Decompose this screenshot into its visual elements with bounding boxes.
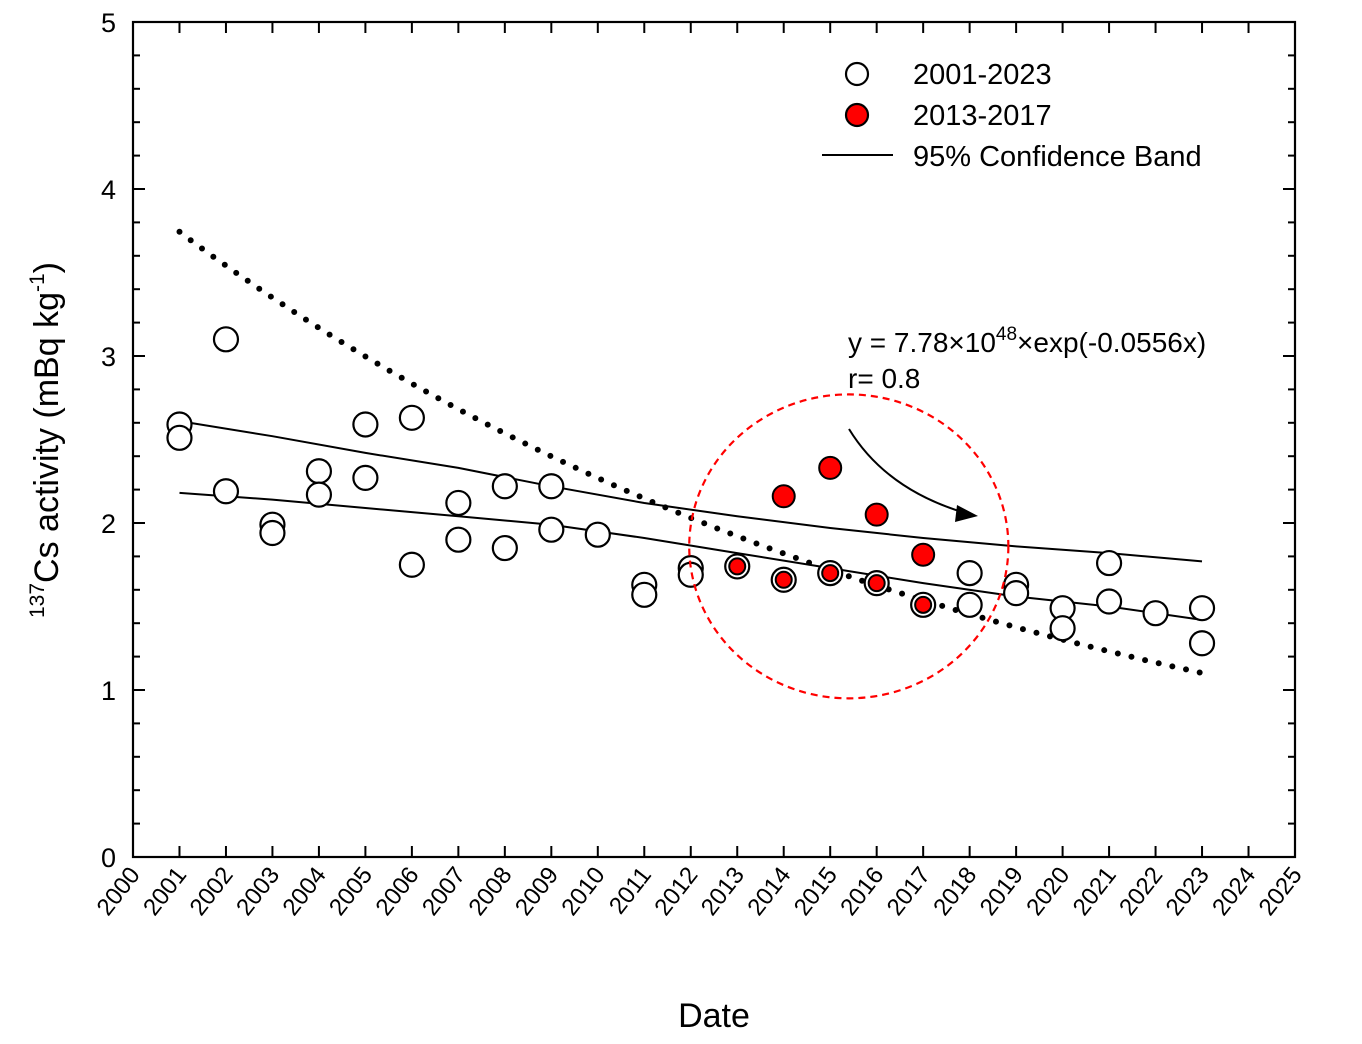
y-axis-title: 137Cs activity (mBq kg-1) [26, 262, 66, 618]
x-tick-label: 2012 [649, 862, 703, 921]
data-point-red [867, 574, 886, 593]
data-point-open [1188, 595, 1216, 622]
y-tick-label: 2 [101, 509, 116, 539]
confidence-band-line [179, 420, 1203, 563]
data-point-red [911, 542, 936, 567]
x-tick-label: 2015 [789, 862, 843, 921]
x-tick-label: 2013 [696, 862, 750, 921]
y-tick-label: 5 [101, 8, 116, 38]
data-point-red [864, 502, 889, 527]
data-point-open [1095, 588, 1123, 615]
r-value-annotation: r= 0.8 [848, 363, 920, 394]
x-tick-label: 2001 [138, 862, 192, 921]
x-tick-label: 2010 [556, 862, 610, 921]
axes [131, 20, 1297, 859]
fit-lines [176, 228, 1205, 676]
x-tick-label: 2020 [1021, 862, 1075, 921]
legend-red-circle-marker [844, 102, 870, 128]
x-tick-label: 2009 [510, 862, 564, 921]
data-point-open [166, 424, 193, 451]
x-tick-label: 2016 [835, 862, 889, 921]
confidence-band-line [179, 491, 1203, 621]
data-point-open [445, 489, 472, 517]
y-tick-label: 0 [101, 843, 116, 873]
data-point-open [491, 534, 518, 562]
data-point-red [821, 564, 840, 583]
data-point-open [1142, 600, 1169, 627]
data-point-red [771, 484, 796, 509]
data-point-open [445, 526, 472, 553]
data-point-open [1095, 549, 1123, 577]
y-tick-label: 1 [101, 676, 116, 706]
x-tick-label: 2021 [1068, 862, 1122, 921]
data-point-open [1003, 580, 1030, 607]
data-point-open [305, 458, 333, 485]
data-point-open [1049, 615, 1076, 642]
data-point-open [352, 411, 379, 438]
data-point-open [212, 478, 240, 505]
plot-frame [131, 20, 1297, 859]
data-point-open [259, 519, 286, 547]
data-points [166, 326, 1216, 657]
x-tick-label: 2017 [882, 862, 936, 921]
legend: 2001-2023 2013-2017 95% Confidence Band [822, 59, 1202, 173]
x-tick-label: 2002 [185, 862, 239, 921]
x-tick-label: 2011 [604, 862, 657, 919]
y-tick-label: 3 [101, 342, 116, 372]
data-point-open [352, 464, 379, 492]
x-tick-label: 2007 [417, 862, 471, 921]
x-tick-label: 2003 [231, 862, 285, 921]
legend-label-2001-2023: 2001-2023 [913, 59, 1052, 91]
data-point-open [631, 581, 658, 608]
data-point-open [398, 404, 425, 431]
arrow-head [955, 505, 978, 522]
legend-label-2013-2017: 2013-2017 [913, 100, 1052, 132]
data-point-open [538, 473, 565, 500]
x-tick-label: 2022 [1114, 862, 1168, 921]
legend-label-confidence-band: 95% Confidence Band [913, 141, 1202, 173]
data-point-open [212, 326, 240, 353]
data-point-open [956, 591, 983, 618]
y-tick-label: 4 [101, 175, 116, 205]
data-point-red [914, 595, 933, 614]
data-point-open [1188, 630, 1216, 657]
data-point-red [818, 455, 843, 480]
equation-annotation: y = 7.78×1048×exp(-0.0556x) [848, 324, 1206, 358]
x-axis-title: Date [678, 997, 750, 1035]
data-point-red [774, 570, 793, 589]
x-tick-label: 2023 [1161, 862, 1215, 921]
x-tick-label: 2005 [324, 862, 378, 921]
data-point-open [398, 551, 425, 578]
annotations: y = 7.78×1048×exp(-0.0556x) r= 0.8 [688, 324, 1206, 700]
data-point-open [584, 521, 611, 548]
x-tick-label: 2006 [370, 862, 424, 921]
legend-open-circle-marker [844, 61, 870, 87]
x-tick-label: 2025 [1254, 862, 1308, 921]
x-tick-label: 2014 [742, 862, 796, 921]
x-tick-label: 2018 [928, 862, 982, 921]
x-tick-label: 2008 [463, 862, 517, 921]
x-tick-label: 2004 [278, 862, 332, 921]
data-point-red [728, 557, 747, 576]
x-tick-label: 2000 [92, 862, 146, 921]
highlight-dashed-circle [688, 393, 1010, 700]
data-point-open [538, 516, 565, 543]
x-tick-label: 2019 [975, 862, 1029, 921]
annotation-arrow [848, 428, 963, 513]
exponential-fit-line [176, 228, 1205, 676]
data-point-open [956, 559, 983, 587]
data-point-open [305, 481, 333, 508]
data-point-open [491, 473, 518, 500]
x-tick-label: 2024 [1207, 862, 1261, 921]
